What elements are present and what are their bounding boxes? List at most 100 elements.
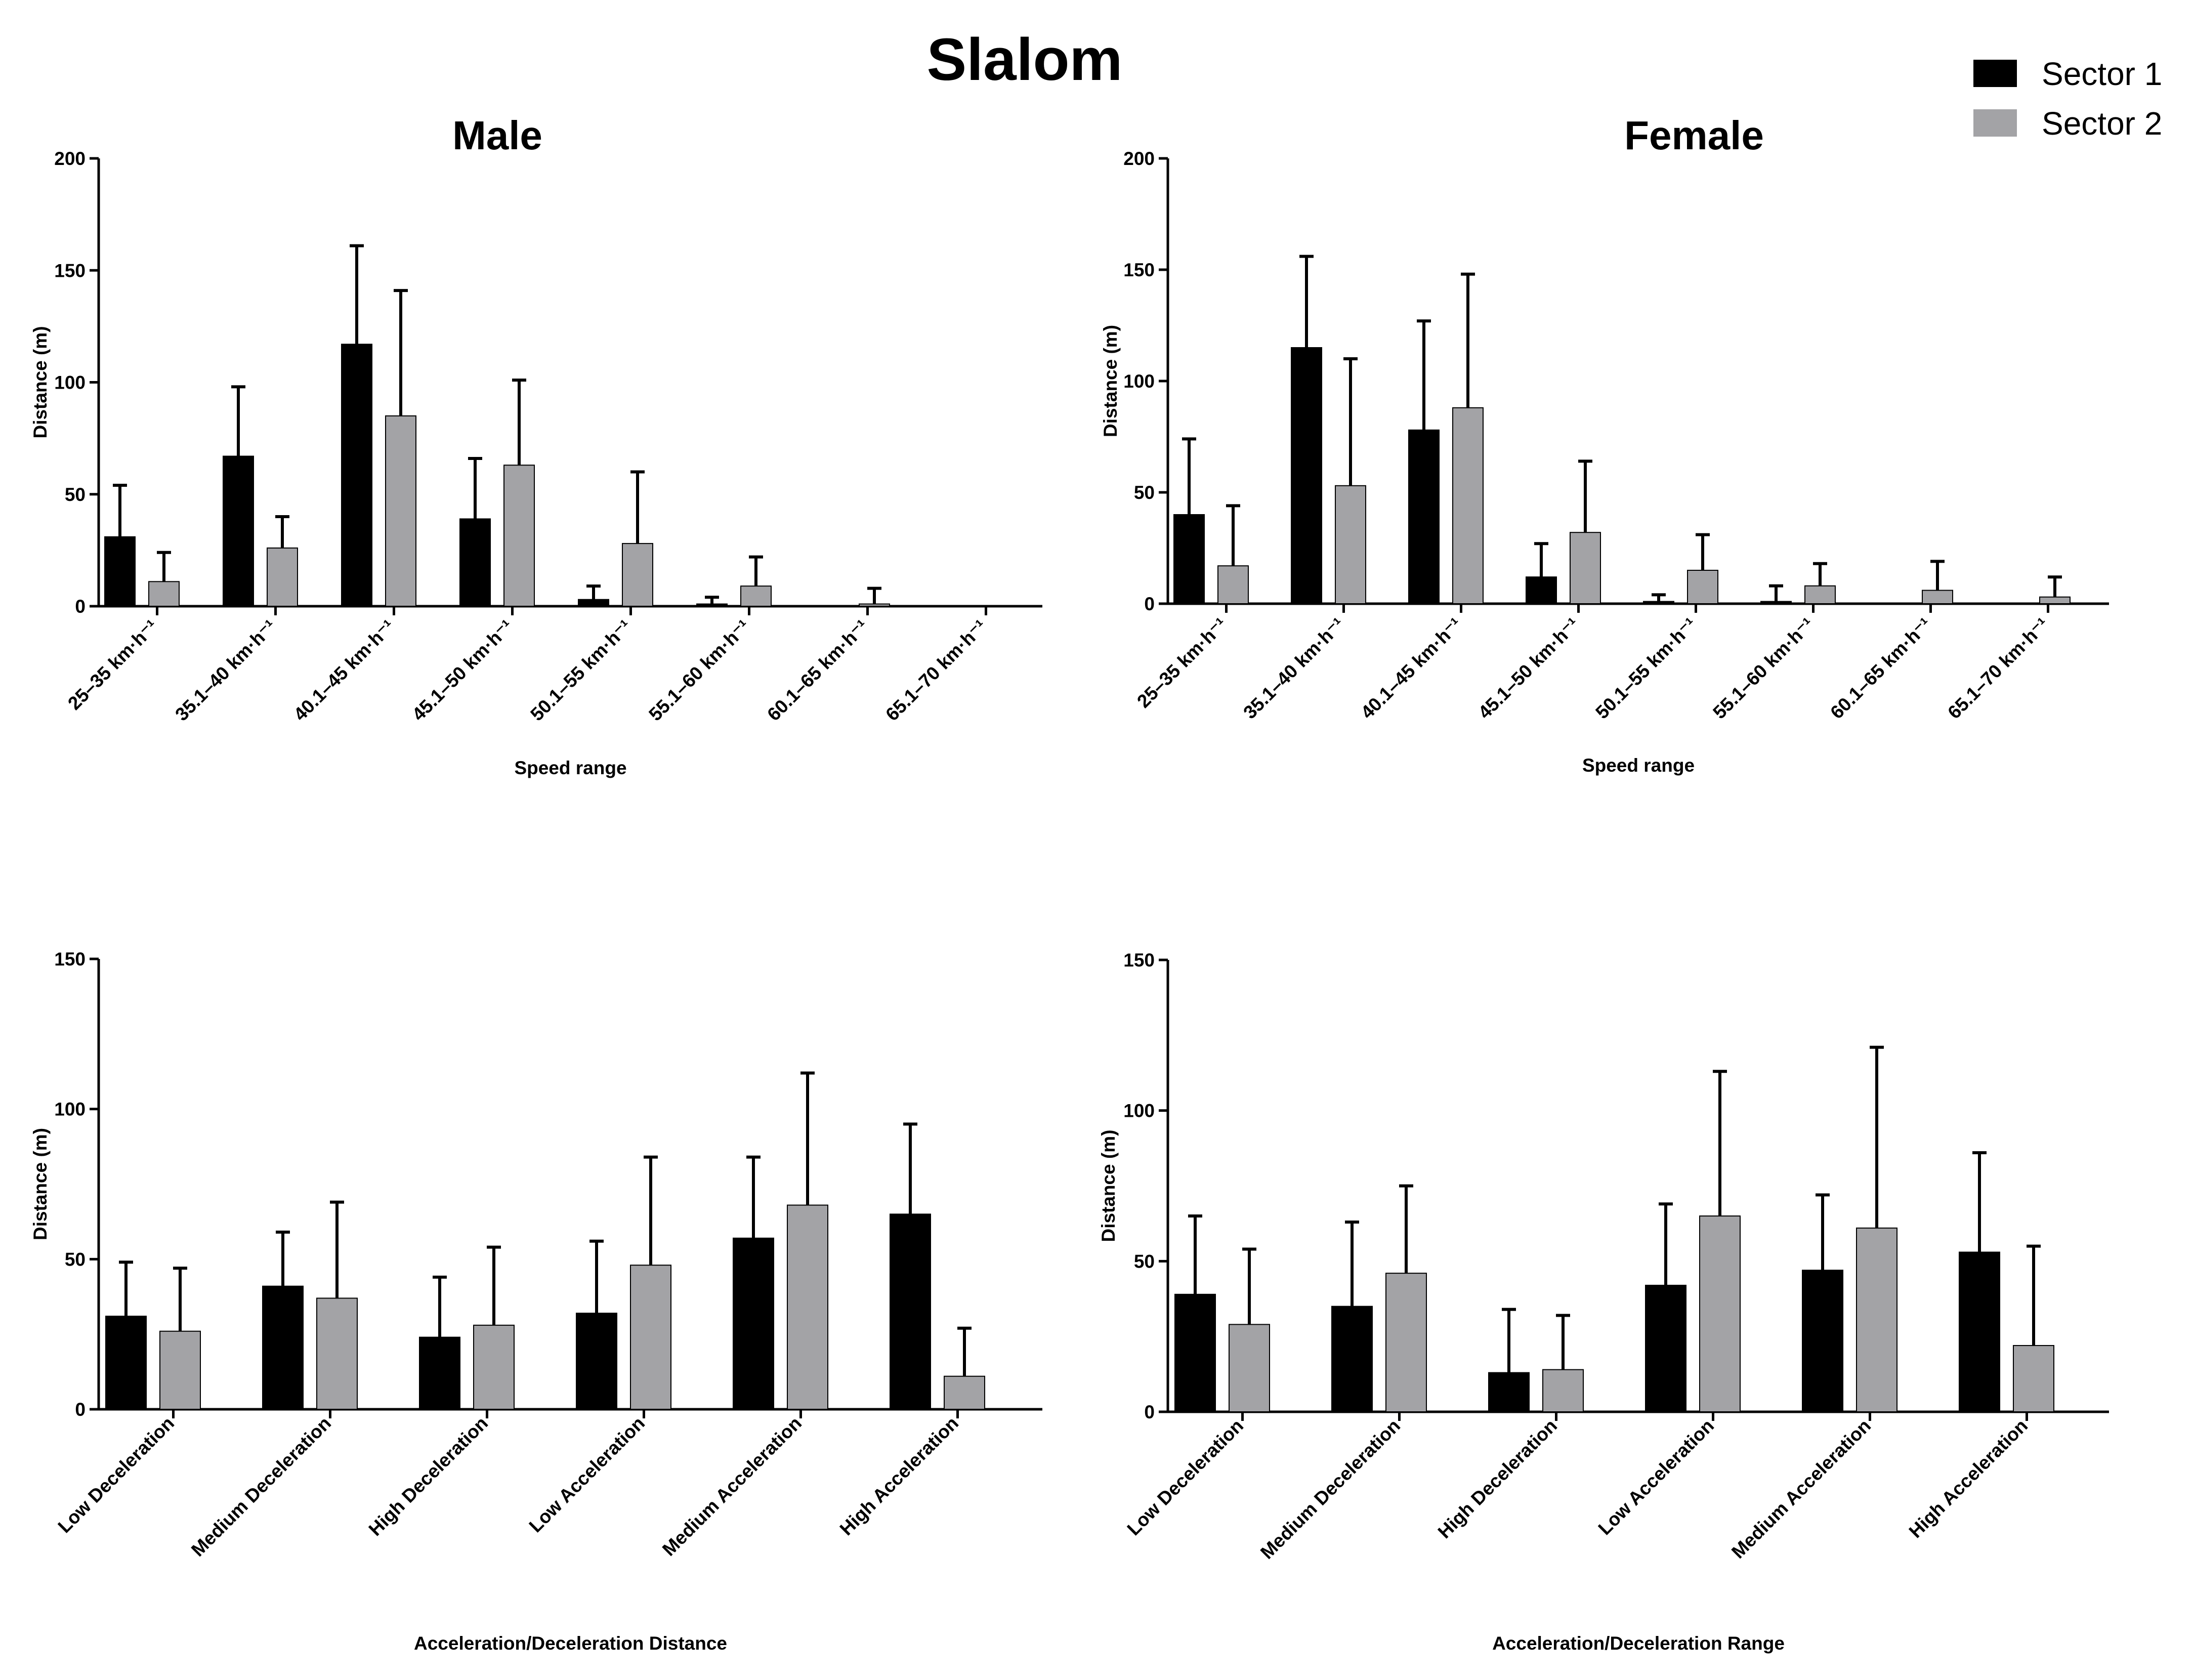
x-category-label: 35.1–40 km·h⁻¹	[171, 616, 280, 725]
bar-sector-2	[1699, 1215, 1741, 1413]
bar-sector-2	[1856, 1227, 1897, 1412]
bar-sector-1	[1760, 601, 1792, 604]
bar-sector-2	[148, 581, 180, 607]
bar-sector-1	[1802, 1270, 1843, 1413]
bar-sector-2	[1570, 532, 1601, 604]
x-category-label: Medium Deceleration	[1256, 1415, 1404, 1563]
bar-sector-2	[267, 547, 298, 607]
y-tick-label: 50	[65, 484, 86, 505]
bar-sector-2	[385, 415, 416, 607]
y-tick-label: 100	[54, 1099, 86, 1120]
bar-sector-1	[733, 1237, 774, 1410]
x-category-label: High Deceleration	[1434, 1415, 1561, 1542]
x-category-label: Low Acceleration	[1594, 1415, 1718, 1539]
x-category-label: Medium Acceleration	[1727, 1415, 1875, 1563]
y-tick-label: 150	[54, 260, 86, 281]
bar-sector-1	[104, 536, 136, 607]
x-category-label: 55.1–60 km·h⁻¹	[645, 616, 754, 725]
bar-sector-1	[459, 518, 491, 607]
y-tick-label: 200	[54, 148, 86, 169]
bar-sector-2	[1542, 1369, 1584, 1412]
x-axis-label: Acceleration/Deceleration Distance	[414, 1633, 727, 1654]
x-category-label: 25–35 km·h⁻¹	[1133, 614, 1231, 712]
bar-sector-1	[1408, 429, 1440, 604]
bar-sector-2	[2039, 596, 2071, 605]
bar-sector-2	[1687, 570, 1718, 604]
bar-sector-1	[105, 1316, 147, 1410]
legend-swatch-sector-2	[1973, 109, 2017, 137]
bar-sector-1	[1174, 1293, 1216, 1413]
bar-sector-2	[859, 603, 890, 607]
bar-sector-2	[1452, 407, 1484, 604]
x-category-label: 60.1–65 km·h⁻¹	[763, 616, 872, 725]
x-category-label: Medium Deceleration	[187, 1413, 335, 1561]
bar-sector-2	[1217, 565, 1249, 604]
bar-sector-1	[578, 599, 609, 607]
bar-sector-1	[1291, 347, 1322, 604]
y-axis-label: Distance (m)	[30, 1128, 51, 1240]
x-category-label: 40.1–45 km·h⁻¹	[1357, 614, 1466, 723]
y-axis-label: Distance (m)	[1098, 1129, 1119, 1242]
chart-panel-1: Male 0 50 100 150 200 Distance (m) 25–35 km·h⁻¹…	[30, 113, 1042, 778]
bar-sector-1	[419, 1336, 460, 1410]
bar-sector-1	[1645, 1284, 1686, 1412]
bar-sector-1	[1331, 1306, 1373, 1412]
bar-sector-1	[576, 1313, 617, 1410]
y-tick-label: 150	[1123, 260, 1155, 280]
bar-sector-2	[1229, 1324, 1270, 1412]
y-tick-label: 50	[1134, 1251, 1155, 1272]
x-category-label: High Acceleration	[836, 1413, 962, 1539]
legend-label-sector-1: Sector 1	[2042, 56, 2162, 92]
y-tick-label: 150	[1123, 950, 1155, 971]
y-tick-label: 100	[54, 372, 86, 393]
y-tick-label: 100	[1123, 1101, 1155, 1121]
bar-sector-1	[1488, 1372, 1530, 1413]
bar-sector-2	[622, 543, 653, 607]
bar-sector-2	[1335, 485, 1366, 604]
y-tick-label: 200	[1123, 148, 1155, 169]
bar-sector-2	[740, 585, 772, 607]
bar-sector-1	[262, 1285, 304, 1410]
x-category-label: High Deceleration	[365, 1413, 492, 1540]
x-category-label: 65.1–70 km·h⁻¹	[1944, 614, 2053, 723]
x-category-label: 35.1–40 km·h⁻¹	[1239, 614, 1348, 723]
x-category-label: Low Deceleration	[54, 1413, 179, 1537]
bar-sector-2	[2013, 1345, 2054, 1412]
x-category-label: 25–35 km·h⁻¹	[64, 616, 162, 714]
bar-sector-2	[503, 465, 535, 607]
x-category-label: High Acceleration	[1905, 1415, 2032, 1542]
bar-sector-1	[1526, 576, 1557, 604]
bar-sector-1	[1643, 601, 1674, 604]
bar-sector-1	[696, 603, 728, 607]
legend-swatch-sector-1	[1973, 60, 2017, 87]
bar-sector-2	[630, 1265, 671, 1410]
bar-sector-2	[473, 1324, 515, 1410]
panel-title: Male	[452, 113, 542, 158]
x-category-label: 45.1–50 km·h⁻¹	[1474, 614, 1583, 723]
bar-sector-2	[1804, 585, 1836, 605]
bar-sector-1	[1959, 1251, 2000, 1413]
x-category-label: Low Acceleration	[525, 1413, 649, 1537]
bar-sector-1	[890, 1213, 931, 1410]
x-axis-label: Speed range	[514, 758, 626, 778]
x-category-label: 45.1–50 km·h⁻¹	[408, 616, 517, 725]
x-category-label: 55.1–60 km·h⁻¹	[1709, 614, 1818, 723]
bar-sector-1	[341, 344, 372, 607]
y-tick-label: 0	[1144, 594, 1155, 614]
x-category-label: Medium Acceleration	[658, 1413, 806, 1560]
x-category-label: 60.1–65 km·h⁻¹	[1826, 614, 1935, 723]
x-category-label: 40.1–45 km·h⁻¹	[289, 616, 399, 725]
y-axis-label: Distance (m)	[30, 326, 51, 438]
bar-sector-1	[223, 455, 254, 607]
x-category-label: 50.1–55 km·h⁻¹	[526, 616, 636, 725]
legend-label-sector-2: Sector 2	[2042, 105, 2162, 142]
figure-title: Slalom	[927, 26, 1123, 93]
bar-sector-2	[944, 1375, 985, 1410]
bar-sector-2	[1385, 1273, 1427, 1413]
y-tick-label: 0	[75, 596, 86, 617]
bar-sector-2	[159, 1330, 201, 1410]
panel-title: Female	[1624, 113, 1764, 158]
